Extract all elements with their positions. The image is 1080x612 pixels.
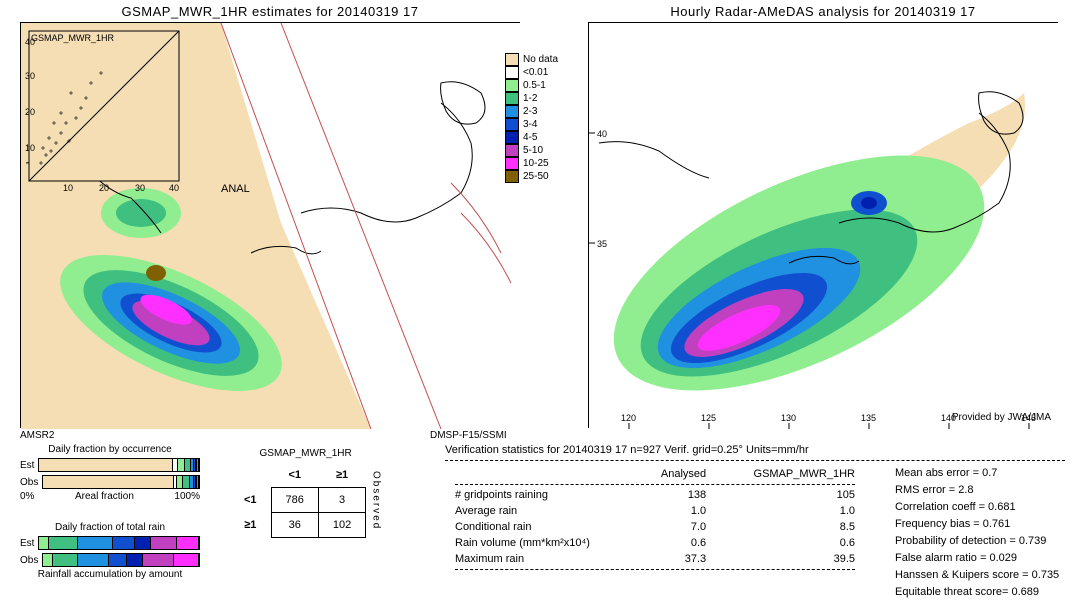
contingency-table: <1≥1 <17863 ≥136102 (230, 463, 366, 538)
totalrain-obs-bar (42, 553, 200, 567)
verif-header: Verification statistics for 20140319 17 … (445, 444, 1065, 456)
inset-label: GSMAP_MWR_1HR (31, 33, 114, 43)
occurrence-est-label: Est (20, 460, 34, 471)
occurrence-title: Daily fraction by occurrence (20, 444, 200, 455)
left-footer-right: DMSP-F15/SSMI (430, 430, 507, 441)
legend: No data<0.010.5-11-22-33-44-55-1010-2525… (505, 52, 562, 184)
svg-text:120: 120 (621, 413, 636, 423)
totalrain-est-bar (38, 536, 200, 550)
svg-text:40: 40 (169, 183, 179, 193)
occurrence-est-bar (38, 458, 200, 472)
right-map: 120 125 130 135 140 145 35 40 Provided b… (588, 22, 1058, 428)
svg-text:130: 130 (781, 413, 796, 423)
svg-text:30: 30 (25, 71, 35, 81)
occ-xlabel-right: 100% (174, 491, 200, 502)
left-map: 40 30 20 10 10 20 30 40 GSMAP_MWR_1HR AN… (20, 22, 520, 428)
totalrain-title: Daily fraction of total rain (20, 522, 200, 533)
right-map-title: Hourly Radar-AMeDAS analysis for 2014031… (588, 4, 1058, 19)
svg-text:125: 125 (701, 413, 716, 423)
left-map-title: GSMAP_MWR_1HR estimates for 20140319 17 (20, 4, 520, 19)
totalrain-obs-label: Obs (20, 555, 38, 566)
occurrence-obs-bar (42, 475, 200, 489)
totalrain-footer: Rainfall accumulation by amount (20, 569, 200, 580)
svg-text:10: 10 (25, 143, 35, 153)
svg-text:20: 20 (25, 107, 35, 117)
totalrain-est-label: Est (20, 538, 34, 549)
svg-text:40: 40 (597, 129, 607, 139)
svg-text:35: 35 (597, 239, 607, 249)
contingency-side-label: Observed (370, 471, 381, 530)
occ-xlabel-mid: Areal fraction (75, 491, 134, 502)
anal-label: ANAL (221, 183, 250, 195)
svg-text:135: 135 (861, 413, 876, 423)
contingency-title: GSMAP_MWR_1HR (230, 448, 381, 459)
svg-text:30: 30 (135, 183, 145, 193)
right-credit: Provided by JWA/JMA (952, 412, 1051, 423)
svg-text:10: 10 (63, 183, 73, 193)
occurrence-obs-label: Obs (20, 477, 38, 488)
occ-xlabel-left: 0% (20, 491, 34, 502)
verif-table: Analysed GSMAP_MWR_1HR # gridpoints rain… (445, 465, 865, 573)
svg-text:20: 20 (99, 183, 109, 193)
left-footer-left: AMSR2 (20, 430, 54, 441)
verif-metrics: Mean abs error = 0.7RMS error = 2.8Corre… (895, 465, 1059, 601)
